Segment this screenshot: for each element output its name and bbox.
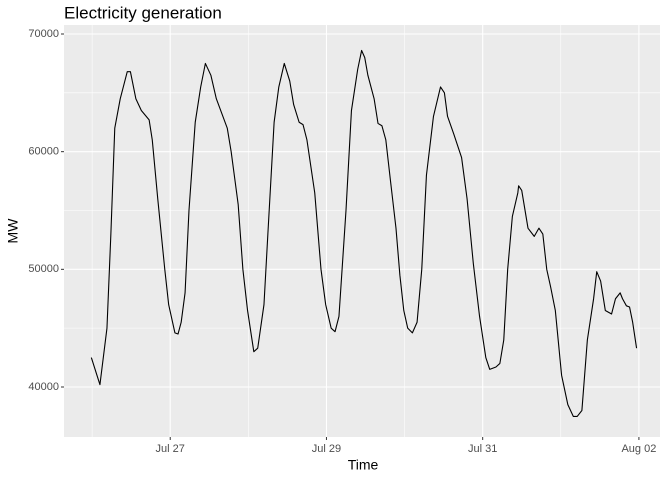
y-tick-label: 50000: [28, 263, 59, 275]
x-axis-title: Time: [348, 457, 379, 473]
x-tick-label: Jul 29: [312, 443, 341, 455]
y-tick-label: 60000: [28, 146, 59, 158]
y-tick-label: 40000: [28, 381, 59, 393]
x-tick-label: Aug 02: [621, 443, 656, 455]
x-tick-label: Jul 31: [468, 443, 497, 455]
y-tick-label: 70000: [28, 28, 59, 40]
chart-title: Electricity generation: [64, 3, 222, 22]
x-tick-label: Jul 27: [156, 443, 185, 455]
data-line: [90, 49, 638, 417]
plot-background: [64, 25, 660, 437]
y-axis-title: MW: [5, 218, 21, 244]
